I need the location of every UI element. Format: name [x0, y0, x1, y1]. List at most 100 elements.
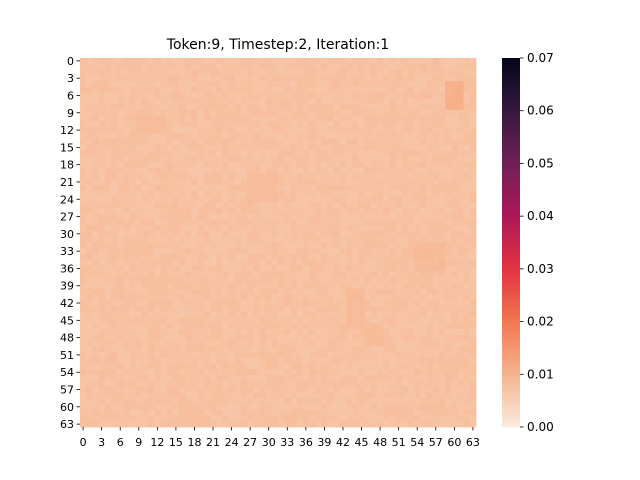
heatmap-cell [469, 352, 477, 359]
heatmap-cell [451, 317, 458, 324]
heatmap-cell [160, 248, 168, 255]
heatmap-cell [346, 115, 353, 122]
heatmap-cell [253, 115, 260, 122]
heatmap-cell [438, 271, 446, 278]
heatmap-cell [469, 179, 477, 186]
heatmap-cell [148, 127, 155, 134]
heatmap-cell [451, 369, 458, 376]
heatmap-cell [259, 219, 267, 226]
heatmap-cell [438, 369, 446, 376]
heatmap-cell [407, 173, 415, 180]
heatmap-cell [327, 156, 335, 163]
heatmap-cell [321, 167, 328, 174]
heatmap-cell [445, 190, 452, 197]
heatmap-cell [271, 196, 279, 203]
heatmap-cell [296, 346, 304, 353]
heatmap-cell [135, 294, 143, 301]
heatmap-cell [432, 161, 440, 168]
heatmap-cell [463, 58, 471, 65]
heatmap-cell [209, 81, 217, 88]
heatmap-cell [284, 317, 291, 324]
heatmap-cell [222, 357, 229, 364]
heatmap-cell [222, 386, 229, 393]
heatmap-cell [86, 340, 93, 347]
heatmap-cell [364, 202, 372, 209]
heatmap-cell [420, 409, 427, 416]
heatmap-cell [166, 150, 174, 157]
heatmap-cell [247, 380, 254, 388]
heatmap-cell [216, 380, 223, 388]
heatmap-cell [253, 328, 260, 336]
heatmap-cell [296, 328, 304, 336]
heatmap-cell [247, 184, 254, 192]
heatmap-cell [315, 138, 322, 145]
heatmap-cell [148, 398, 155, 405]
heatmap-cell [185, 161, 192, 168]
heatmap-cell [259, 346, 267, 353]
heatmap-cell [321, 219, 328, 226]
heatmap-cell [364, 132, 372, 140]
heatmap-cell [247, 271, 254, 278]
heatmap-cell [179, 81, 186, 88]
heatmap-cell [395, 357, 403, 364]
heatmap-cell [432, 150, 440, 157]
heatmap-cell [222, 190, 229, 197]
heatmap-cell [197, 323, 205, 330]
heatmap-cell [302, 173, 310, 180]
heatmap-cell [86, 248, 93, 255]
heatmap-cell [438, 357, 446, 364]
heatmap-cell [407, 334, 415, 341]
heatmap-cell [451, 127, 458, 134]
heatmap-cell [86, 150, 93, 157]
heatmap-cell [389, 421, 396, 428]
heatmap-cell [358, 305, 366, 313]
heatmap-cell [377, 254, 384, 261]
heatmap-cell [401, 265, 409, 272]
heatmap-cell [420, 144, 427, 151]
heatmap-cell [284, 294, 291, 301]
heatmap-cell [346, 415, 353, 422]
heatmap-cell [451, 248, 458, 255]
heatmap-cell [191, 375, 198, 382]
heatmap-cell [265, 265, 273, 272]
heatmap-cell [358, 317, 366, 324]
heatmap-cell [98, 81, 106, 88]
heatmap-cell [457, 207, 465, 215]
heatmap-cell [278, 167, 285, 174]
heatmap-cell [253, 248, 260, 255]
heatmap-cell [234, 230, 242, 238]
heatmap-cell [98, 254, 106, 261]
heatmap-cell [296, 190, 304, 197]
heatmap-cell [438, 225, 446, 232]
heatmap-cell [352, 167, 359, 174]
heatmap-cell [117, 357, 124, 364]
heatmap-cell [352, 254, 359, 261]
heatmap-cell [86, 323, 93, 330]
heatmap-cell [469, 323, 477, 330]
heatmap-cell [110, 265, 118, 272]
heatmap-cell [209, 340, 217, 347]
heatmap-cell [445, 254, 452, 261]
heatmap-cell [401, 144, 409, 151]
heatmap-cell [339, 415, 347, 422]
heatmap-cell [302, 328, 310, 336]
heatmap-cell [86, 63, 93, 70]
heatmap-cell [364, 196, 372, 203]
heatmap-cell [432, 230, 440, 238]
heatmap-cell [203, 173, 211, 180]
heatmap-cell [321, 421, 328, 428]
heatmap-cell [191, 398, 198, 405]
heatmap-cell [92, 282, 99, 290]
heatmap-cell [86, 202, 93, 209]
heatmap-cell [110, 380, 118, 388]
heatmap-cell [457, 386, 465, 393]
heatmap-cell [284, 392, 291, 399]
heatmap-cell [160, 392, 168, 399]
heatmap-cell [327, 346, 335, 353]
heatmap-cell [141, 121, 149, 128]
heatmap-cell [296, 167, 304, 174]
heatmap-cell [209, 144, 217, 151]
heatmap-cell [383, 254, 390, 261]
heatmap-cell [98, 63, 106, 70]
heatmap-cell [445, 421, 452, 428]
